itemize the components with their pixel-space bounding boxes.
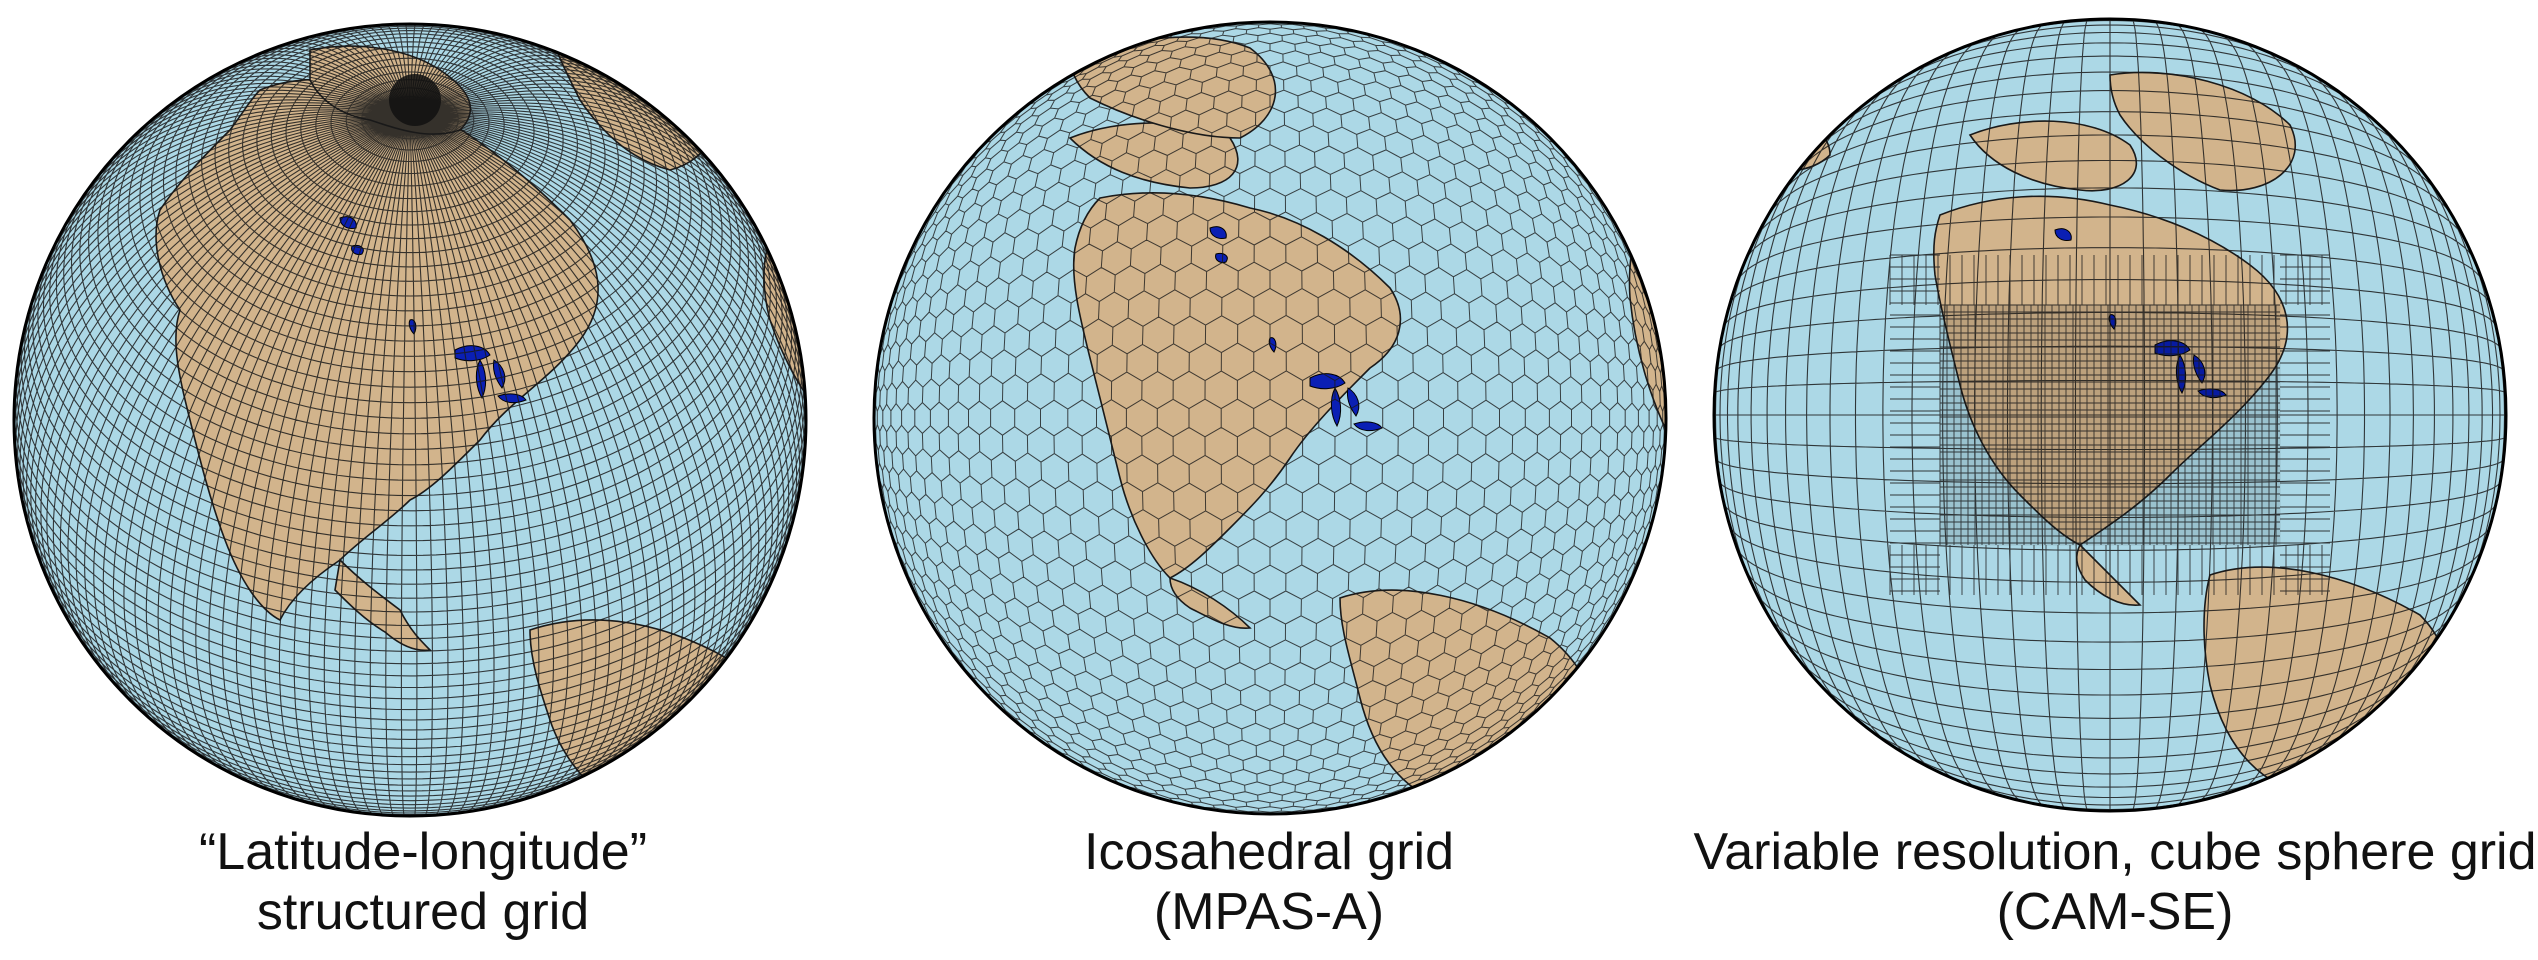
panel-icosahedral: Icosahedral grid (MPAS-A) [846, 0, 1692, 960]
caption-icosahedral: Icosahedral grid (MPAS-A) [846, 822, 1692, 942]
greenland-land [2109, 71, 2296, 192]
caption-lat-lon: “Latitude-longitude” structured grid [0, 822, 846, 942]
panel-lat-lon: “Latitude-longitude” structured grid [0, 0, 846, 960]
caption-icosahedral-line1: Icosahedral grid [1084, 823, 1454, 881]
caption-cube-sphere: Variable resolution, cube sphere grid (C… [1692, 822, 2538, 942]
hexagonal-grid-cells [874, 22, 1666, 814]
globe-cube-sphere [1712, 17, 2508, 813]
globe-lat-lon [12, 22, 808, 818]
caption-icosahedral-line2: (MPAS-A) [1153, 883, 1385, 941]
great-bear-lake [1209, 226, 1227, 239]
canada-arctic-islands [1068, 122, 1239, 189]
north-america-land [155, 78, 599, 622]
great-lakes [1209, 226, 1383, 432]
caption-lat-lon-line1: “Latitude-longitude” [198, 823, 648, 881]
central-america-land [334, 558, 432, 652]
central-america-land [2075, 543, 2142, 606]
caption-cube-sphere-line2: (CAM-SE) [1996, 883, 2234, 941]
caption-cube-sphere-line1: Variable resolution, cube sphere grid [1693, 823, 2537, 881]
lake-erie [497, 393, 527, 404]
north-pole-convergence [389, 74, 441, 126]
great-bear-lake [2054, 228, 2072, 241]
globe-outline [872, 20, 1668, 816]
globe-icosahedral [872, 20, 1668, 816]
asia-edge-land [14, 59, 102, 121]
globe-outline [1712, 17, 2508, 813]
asia-edge-land [908, 93, 1001, 146]
panel-cube-sphere: Variable resolution, cube sphere grid (C… [1692, 0, 2538, 960]
cube-sphere-grid-lines [1714, 19, 2506, 811]
lake-michigan [1330, 386, 1342, 428]
lake-huron [1347, 387, 1360, 417]
caption-lat-lon-line2: structured grid [256, 883, 590, 941]
globe-outline [12, 22, 808, 818]
